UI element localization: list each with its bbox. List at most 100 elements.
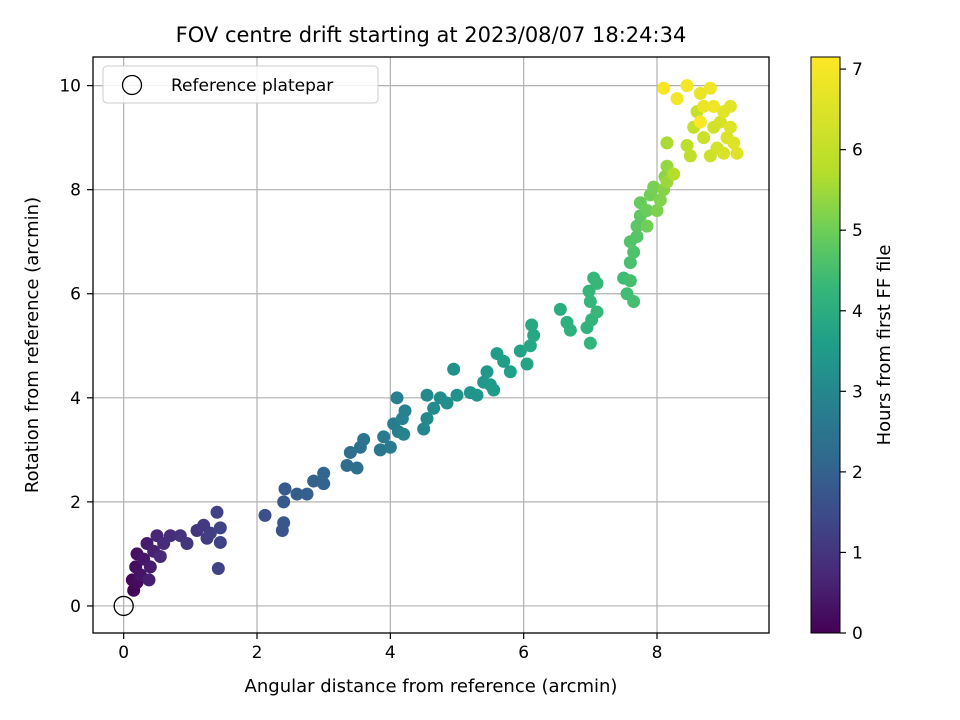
data-point — [277, 495, 291, 509]
data-point — [693, 86, 707, 100]
data-point — [583, 336, 597, 350]
data-point — [590, 305, 604, 319]
y-axis-label: Rotation from reference (arcmin) — [22, 197, 43, 493]
data-point — [497, 354, 511, 368]
legend: Reference platepar — [102, 65, 379, 104]
x-tick-label: 0 — [118, 643, 129, 663]
data-point — [153, 550, 167, 564]
x-axis-label: Angular distance from reference (arcmin) — [245, 676, 618, 697]
data-point — [717, 105, 731, 119]
legend-label-reference: Reference platepar — [171, 76, 333, 96]
data-point — [553, 302, 567, 316]
data-point — [278, 482, 292, 496]
colorbar-tick-label: 2 — [852, 463, 863, 483]
data-point — [373, 443, 387, 457]
data-point — [307, 474, 321, 488]
data-point — [640, 203, 654, 217]
data-point — [383, 440, 397, 454]
x-tick-label: 8 — [652, 643, 663, 663]
data-point — [420, 388, 434, 402]
data-point — [213, 521, 227, 535]
chart-title: FOV centre drift starting at 2023/08/07 … — [176, 23, 687, 47]
colorbar-tick-label: 1 — [852, 543, 863, 563]
x-tick-label: 6 — [518, 643, 529, 663]
data-point — [417, 422, 431, 436]
data-point — [450, 388, 464, 402]
data-point — [627, 295, 641, 309]
data-point — [680, 79, 694, 93]
data-point — [300, 487, 314, 501]
colorbar-tick-label: 6 — [852, 141, 863, 161]
reference-platepar-marker — [113, 595, 134, 617]
data-point — [590, 276, 604, 290]
data-point — [180, 537, 194, 551]
data-point — [730, 146, 744, 160]
data-point — [525, 318, 539, 332]
data-point — [487, 383, 501, 397]
data-point — [211, 561, 225, 575]
data-point — [317, 466, 331, 480]
data-point — [340, 458, 354, 472]
data-point — [317, 477, 331, 491]
data-point — [470, 388, 484, 402]
y-tick-label: 4 — [70, 389, 81, 409]
data-point — [390, 391, 404, 405]
data-point — [697, 131, 711, 145]
data-points — [113, 79, 744, 617]
data-point — [657, 81, 671, 95]
data-point — [143, 560, 157, 574]
colorbar-tick-label: 0 — [852, 624, 863, 644]
data-point — [277, 516, 291, 530]
data-point — [350, 461, 364, 475]
data-point — [503, 365, 517, 379]
data-point — [480, 365, 494, 379]
data-point — [623, 274, 637, 288]
colorbar: 0 1 2 3 4 5 6 7 Hours from first FF file — [810, 56, 895, 644]
data-point — [680, 138, 694, 152]
data-point — [623, 256, 637, 270]
data-point — [447, 362, 461, 376]
y-tick-label: 8 — [70, 181, 81, 201]
colorbar-tick-label: 3 — [852, 382, 863, 402]
data-point — [397, 427, 411, 441]
y-tick-label: 2 — [70, 493, 81, 513]
data-point — [290, 487, 304, 501]
data-point — [527, 328, 541, 342]
data-point — [650, 203, 664, 217]
colorbar-ticks: 0 1 2 3 4 5 6 7 — [840, 60, 863, 644]
data-point — [717, 146, 731, 160]
data-point — [520, 357, 534, 371]
data-point — [627, 245, 641, 259]
x-tick-label: 4 — [385, 643, 396, 663]
data-point — [630, 219, 644, 233]
legend-box — [102, 65, 379, 104]
data-point — [440, 396, 454, 410]
data-point — [210, 505, 224, 519]
data-point — [630, 230, 644, 244]
data-point — [343, 445, 357, 459]
plot-frame — [92, 56, 770, 634]
axis-ticks: 0 2 4 6 8 0 2 4 6 8 10 — [59, 77, 662, 663]
data-point — [667, 167, 681, 181]
data-point — [203, 526, 217, 540]
data-point — [727, 136, 741, 150]
data-point — [707, 99, 721, 113]
data-point — [583, 295, 597, 309]
data-point — [513, 344, 527, 358]
data-point — [163, 529, 177, 543]
data-point — [213, 535, 227, 549]
data-point — [640, 219, 654, 233]
x-tick-label: 2 — [252, 643, 263, 663]
data-point — [563, 323, 577, 337]
data-point — [523, 339, 537, 353]
colorbar-label: Hours from first FF file — [874, 245, 895, 446]
colorbar-tick-label: 7 — [852, 60, 863, 80]
legend-marker-reference — [121, 74, 143, 96]
colorbar-tick-label: 4 — [852, 302, 863, 322]
colorbar-tick-label: 5 — [852, 221, 863, 241]
data-point — [357, 432, 371, 446]
y-tick-label: 10 — [59, 77, 81, 97]
plot-area — [92, 56, 770, 634]
data-point — [420, 412, 434, 426]
